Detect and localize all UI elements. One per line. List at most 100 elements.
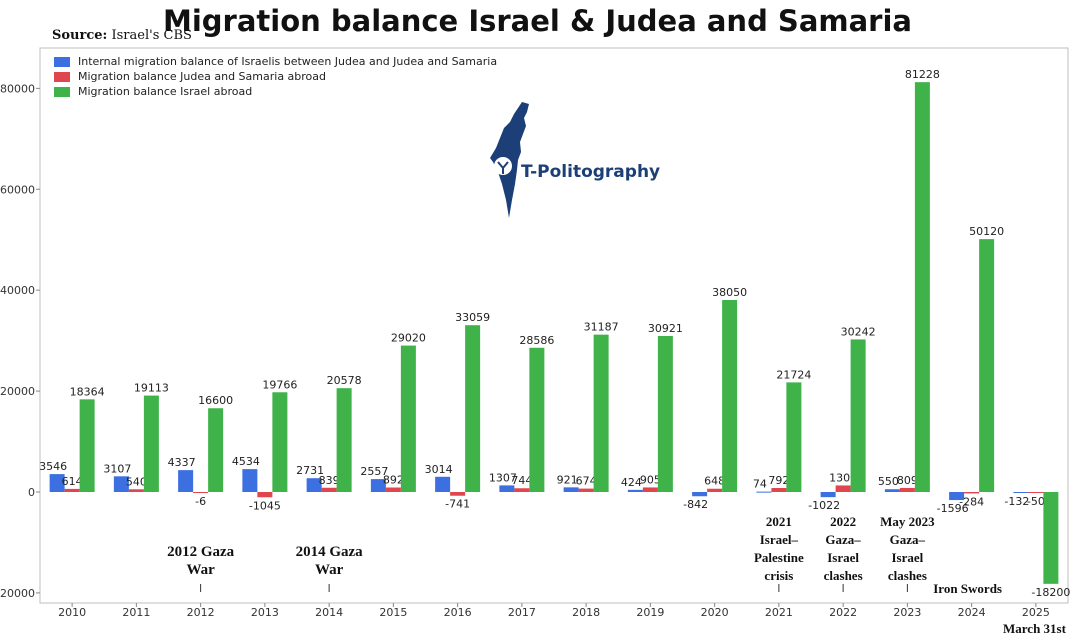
bar-israel — [272, 392, 288, 492]
footnote: March 31st — [1003, 621, 1066, 636]
data-label: 20578 — [327, 374, 362, 387]
x-tick-label: 2010 — [58, 606, 86, 619]
data-label: -284 — [959, 495, 984, 508]
legend-item: Internal migration balance of Israelis b… — [54, 54, 497, 69]
y-tick-label: 40000 — [0, 284, 35, 297]
event-annotation: Gaza– — [825, 532, 861, 547]
data-label: 744 — [511, 474, 532, 487]
data-label: 809 — [897, 474, 918, 487]
data-label: 2731 — [296, 464, 324, 477]
data-label: 3546 — [39, 460, 67, 473]
x-tick-label: 2025 — [1022, 606, 1050, 619]
bar-internal — [1013, 492, 1029, 493]
data-label: -50 — [1027, 495, 1045, 508]
data-label: 550 — [878, 475, 899, 488]
bar-internal — [820, 492, 836, 498]
data-label: 892 — [383, 473, 404, 486]
data-label: 3107 — [103, 462, 131, 475]
bar-internal — [627, 489, 643, 492]
bar-judea-samaria — [642, 487, 658, 492]
data-label: 921 — [557, 473, 578, 486]
bar-judea-samaria — [257, 492, 273, 498]
plot-frame — [39, 47, 1069, 604]
event-annotation: clashes — [824, 568, 863, 583]
bar-internal — [435, 476, 451, 492]
bar-internal — [178, 470, 194, 492]
bar-judea-samaria — [385, 487, 401, 492]
legend-label: Migration balance Israel abroad — [78, 85, 253, 98]
data-label: 18364 — [70, 385, 105, 398]
y-tick-label: 80000 — [0, 82, 35, 95]
event-annotation: 2012 Gaza — [167, 544, 235, 560]
event-annotation: Iron Swords — [933, 581, 1002, 596]
data-label: 1307 — [489, 471, 517, 484]
data-label: 29020 — [391, 332, 426, 345]
bar-judea-samaria — [128, 489, 144, 492]
chart-legend: Internal migration balance of Israelis b… — [54, 54, 497, 99]
x-tick-label: 2012 — [187, 606, 215, 619]
data-label: 839 — [319, 474, 340, 487]
bar-judea-samaria — [771, 488, 787, 492]
x-tick-label: 2018 — [572, 606, 600, 619]
bar-internal — [370, 479, 386, 492]
y-tick-label: 20000 — [0, 587, 35, 600]
chart-title: Migration balance Israel & Judea and Sam… — [162, 4, 912, 38]
bar-internal — [242, 469, 258, 492]
data-label: -1022 — [808, 499, 840, 512]
bar-israel — [208, 408, 224, 492]
bar-judea-samaria — [1028, 492, 1044, 493]
legend-label: Internal migration balance of Israelis b… — [78, 55, 498, 68]
legend-item: Migration balance Judea and Samaria abro… — [54, 69, 497, 84]
data-label: 648 — [704, 475, 725, 488]
bar-judea-samaria — [964, 492, 980, 494]
x-tick-label: 2020 — [701, 606, 729, 619]
x-tick-label: 2013 — [251, 606, 279, 619]
event-annotation: Palestine — [754, 550, 804, 565]
data-label: 30242 — [841, 325, 876, 338]
bar-internal — [49, 474, 65, 492]
bar-israel — [336, 388, 352, 492]
data-label: -741 — [445, 498, 470, 511]
event-annotation: May 2023 — [880, 514, 935, 529]
event-annotation: Israel — [827, 550, 859, 565]
bar-israel — [400, 345, 416, 492]
data-label: 19766 — [262, 378, 297, 391]
data-label: 21724 — [776, 368, 811, 381]
data-label: 19113 — [134, 382, 169, 395]
bar-internal — [306, 478, 322, 492]
bar-internal — [756, 491, 772, 493]
event-annotation: Israel– — [760, 532, 799, 547]
data-label: -18200 — [1031, 586, 1070, 599]
event-annotation: 2022 — [830, 514, 856, 529]
event-annotation: crisis — [764, 568, 793, 583]
data-label: 81228 — [905, 68, 940, 81]
bar-israel — [657, 335, 673, 492]
data-label: 905 — [640, 473, 661, 486]
x-tick-label: 2019 — [636, 606, 664, 619]
x-tick-label: 2015 — [379, 606, 407, 619]
bar-judea-samaria — [578, 488, 594, 492]
y-tick-label: 0 — [28, 486, 35, 499]
legend-swatch — [54, 86, 70, 97]
event-annotation: War — [186, 562, 215, 578]
bar-judea-samaria — [707, 488, 723, 492]
data-label: 50120 — [969, 225, 1004, 238]
bar-judea-samaria — [193, 492, 209, 493]
event-annotation: 2021 — [766, 514, 792, 529]
source-label: Source: — [52, 28, 108, 43]
bar-israel — [914, 82, 930, 492]
data-label: -6 — [195, 495, 206, 508]
legend-swatch — [54, 56, 70, 67]
data-label: 424 — [621, 476, 642, 489]
data-label: 74 — [753, 478, 767, 491]
event-annotation: clashes — [888, 568, 927, 583]
data-label: -842 — [683, 498, 708, 511]
bar-israel — [979, 239, 995, 492]
data-label: 30921 — [648, 322, 683, 335]
event-annotation: Israel — [891, 550, 923, 565]
event-annotation: 2014 Gaza — [296, 544, 364, 560]
bar-israel — [143, 395, 159, 492]
bar-israel — [593, 334, 609, 492]
legend-label: Migration balance Judea and Samaria abro… — [78, 70, 327, 83]
